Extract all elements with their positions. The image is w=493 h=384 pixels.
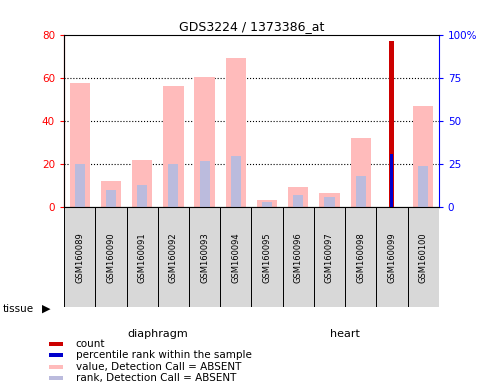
Bar — [231, 156, 241, 207]
Bar — [408, 207, 439, 307]
Bar — [251, 207, 282, 307]
Bar — [262, 202, 272, 207]
Bar — [48, 376, 63, 380]
Bar — [106, 190, 116, 207]
Text: tissue: tissue — [2, 304, 34, 314]
Bar — [282, 207, 314, 307]
Bar — [168, 164, 178, 207]
Bar — [200, 161, 210, 207]
Bar — [189, 207, 220, 307]
Text: GSM160098: GSM160098 — [356, 232, 365, 283]
Bar — [390, 154, 393, 207]
Bar — [288, 187, 309, 207]
Title: GDS3224 / 1373386_at: GDS3224 / 1373386_at — [179, 20, 324, 33]
Bar — [48, 365, 63, 369]
Bar — [389, 41, 394, 207]
Text: GSM160090: GSM160090 — [106, 232, 115, 283]
Bar — [376, 207, 408, 307]
Bar — [314, 207, 345, 307]
Bar — [413, 106, 433, 207]
Text: GSM160092: GSM160092 — [169, 232, 178, 283]
Bar — [319, 193, 340, 207]
Text: GSM160096: GSM160096 — [294, 232, 303, 283]
Text: diaphragm: diaphragm — [127, 329, 188, 339]
Text: GSM160094: GSM160094 — [231, 232, 240, 283]
Text: rank, Detection Call = ABSENT: rank, Detection Call = ABSENT — [76, 373, 236, 383]
Bar — [257, 200, 277, 207]
Bar — [101, 182, 121, 207]
Text: GSM160091: GSM160091 — [138, 232, 146, 283]
Bar — [132, 160, 152, 207]
Bar — [70, 83, 90, 207]
Bar — [158, 207, 189, 307]
Text: percentile rank within the sample: percentile rank within the sample — [76, 350, 251, 360]
Bar — [163, 86, 183, 207]
Bar — [345, 207, 376, 307]
Bar — [418, 166, 428, 207]
Bar — [127, 207, 158, 307]
Text: count: count — [76, 339, 105, 349]
Text: value, Detection Call = ABSENT: value, Detection Call = ABSENT — [76, 362, 241, 372]
Bar — [355, 176, 366, 207]
Text: GSM160095: GSM160095 — [263, 232, 272, 283]
Bar — [293, 195, 303, 207]
Bar — [194, 77, 215, 207]
Bar — [95, 207, 127, 307]
Text: GSM160097: GSM160097 — [325, 232, 334, 283]
Text: GSM160099: GSM160099 — [387, 232, 396, 283]
Bar — [74, 164, 85, 207]
Text: GSM160093: GSM160093 — [200, 232, 209, 283]
Bar — [137, 185, 147, 207]
Bar — [324, 197, 335, 207]
Bar — [64, 207, 95, 307]
Bar — [48, 342, 63, 346]
Bar — [220, 207, 251, 307]
Text: GSM160089: GSM160089 — [75, 232, 84, 283]
Text: heart: heart — [330, 329, 360, 339]
Bar — [351, 138, 371, 207]
Bar — [48, 353, 63, 357]
Bar — [226, 58, 246, 207]
Text: ▶: ▶ — [42, 304, 50, 314]
Text: GSM160100: GSM160100 — [419, 232, 427, 283]
